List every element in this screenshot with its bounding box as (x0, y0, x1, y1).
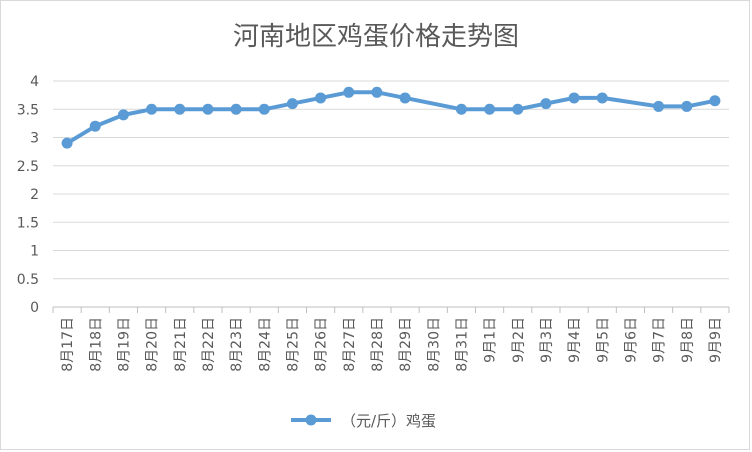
data-point (146, 104, 157, 115)
series-line-0 (67, 92, 715, 143)
x-tick-label: 8月20日 (145, 317, 161, 372)
y-tick-label: 1 (30, 244, 39, 260)
data-point (90, 121, 101, 132)
y-tick-label: 4 (30, 74, 39, 90)
x-tick-label: 8月18日 (88, 317, 104, 372)
data-point (343, 87, 354, 98)
x-tick-label: 9月2日 (511, 317, 527, 363)
x-tick-label: 8月25日 (285, 317, 301, 372)
x-tick-label: 9月3日 (539, 317, 555, 363)
data-point (315, 92, 326, 103)
x-tick-label: 8月29日 (398, 317, 414, 372)
x-tick-label: 8月23日 (229, 317, 245, 372)
y-tick-label: 0.5 (17, 272, 39, 288)
x-tick-label: 8月27日 (342, 317, 358, 372)
data-point (118, 109, 129, 120)
data-point (569, 92, 580, 103)
y-tick-label: 2 (30, 187, 39, 203)
x-tick-label: 8月17日 (60, 317, 76, 372)
data-point (62, 138, 73, 149)
data-point (259, 104, 270, 115)
y-tick-label: 0 (30, 300, 39, 316)
data-point (231, 104, 242, 115)
series-layer (62, 87, 721, 149)
x-tick-label: 9月7日 (652, 317, 668, 363)
data-point (512, 104, 523, 115)
legend-label: （元/斤）鸡蛋 (341, 412, 436, 430)
data-point (456, 104, 467, 115)
data-point (709, 95, 720, 106)
gridlines (53, 81, 729, 307)
y-tick-label: 2.5 (17, 159, 39, 175)
data-point (287, 98, 298, 109)
legend-dot-marker (306, 415, 317, 426)
data-point (681, 101, 692, 112)
x-tick-label: 9月5日 (595, 317, 611, 363)
legend: （元/斤）鸡蛋 (291, 412, 436, 430)
data-point (202, 104, 213, 115)
data-point (653, 101, 664, 112)
x-tick-label: 8月21日 (173, 317, 189, 372)
x-tick-label: 8月22日 (201, 317, 217, 372)
x-tick-label: 9月1日 (483, 317, 499, 363)
data-point (484, 104, 495, 115)
x-tick-label: 8月19日 (116, 317, 132, 372)
x-tick-label: 9月8日 (680, 317, 696, 363)
y-tick-label: 3.5 (17, 102, 39, 118)
chart-title: 河南地区鸡蛋价格走势图 (233, 22, 519, 52)
x-tick-label: 8月31日 (454, 317, 470, 372)
x-tick-label: 8月24日 (257, 317, 273, 372)
x-tick-label: 8月28日 (370, 317, 386, 372)
x-tick-label: 8月26日 (314, 317, 330, 372)
data-point (597, 92, 608, 103)
data-point (540, 98, 551, 109)
data-point (400, 92, 411, 103)
x-tick-label: 9月9日 (708, 317, 724, 363)
y-tick-label: 1.5 (17, 215, 39, 231)
x-tick-label: 9月4日 (567, 317, 583, 363)
y-tick-label: 3 (30, 131, 39, 147)
x-tick-label: 9月6日 (623, 317, 639, 363)
x-tick-label: 8月30日 (426, 317, 442, 372)
data-point (174, 104, 185, 115)
data-point (371, 87, 382, 98)
